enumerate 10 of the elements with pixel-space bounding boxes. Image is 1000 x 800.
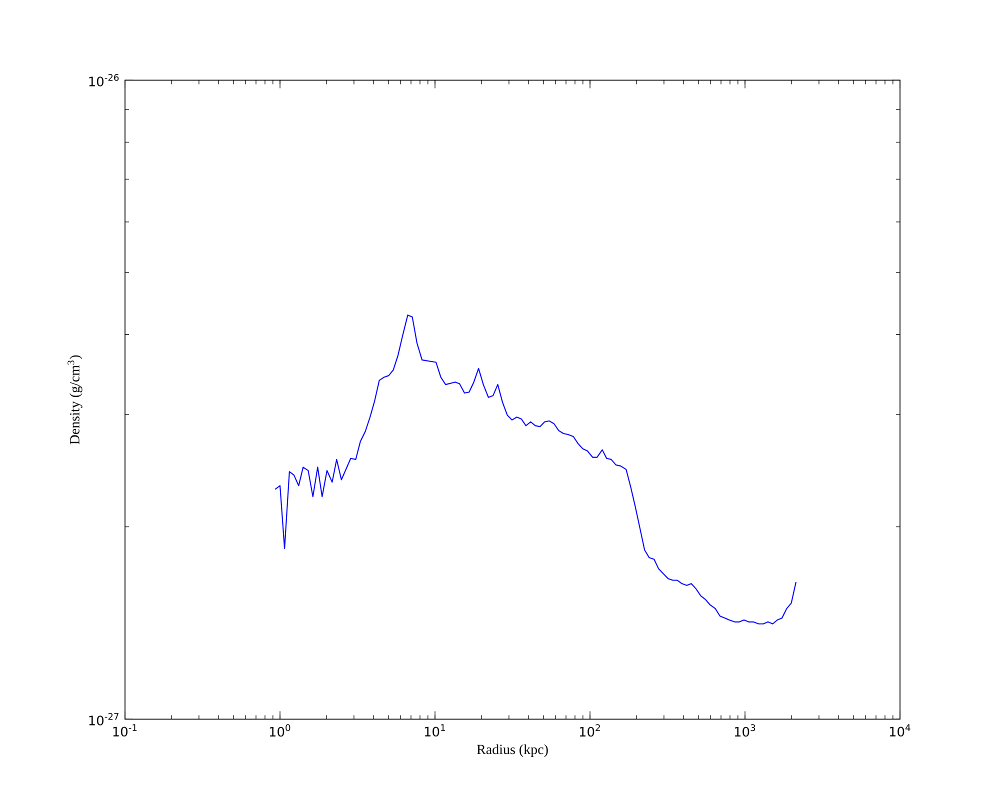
y-axis-title: Density (g/cm$^{3}$) [68,355,82,444]
x-tick-label: 10$^{3}$ [734,724,756,737]
y-tick-label: 10$^{-26}$ [89,74,119,86]
x-tick-label: 10$^{1}$ [424,724,445,737]
x-tick-label: 10$^{-1}$ [113,724,137,737]
x-axis-title: Radius (kpc) [476,744,548,758]
y-tick-label: 10$^{-27}$ [89,713,118,726]
x-tick-label: 10$^{0}$ [270,724,290,737]
x-tick-label: 10$^{2}$ [580,724,600,737]
x-tick-label: 10$^{4}$ [890,724,910,737]
